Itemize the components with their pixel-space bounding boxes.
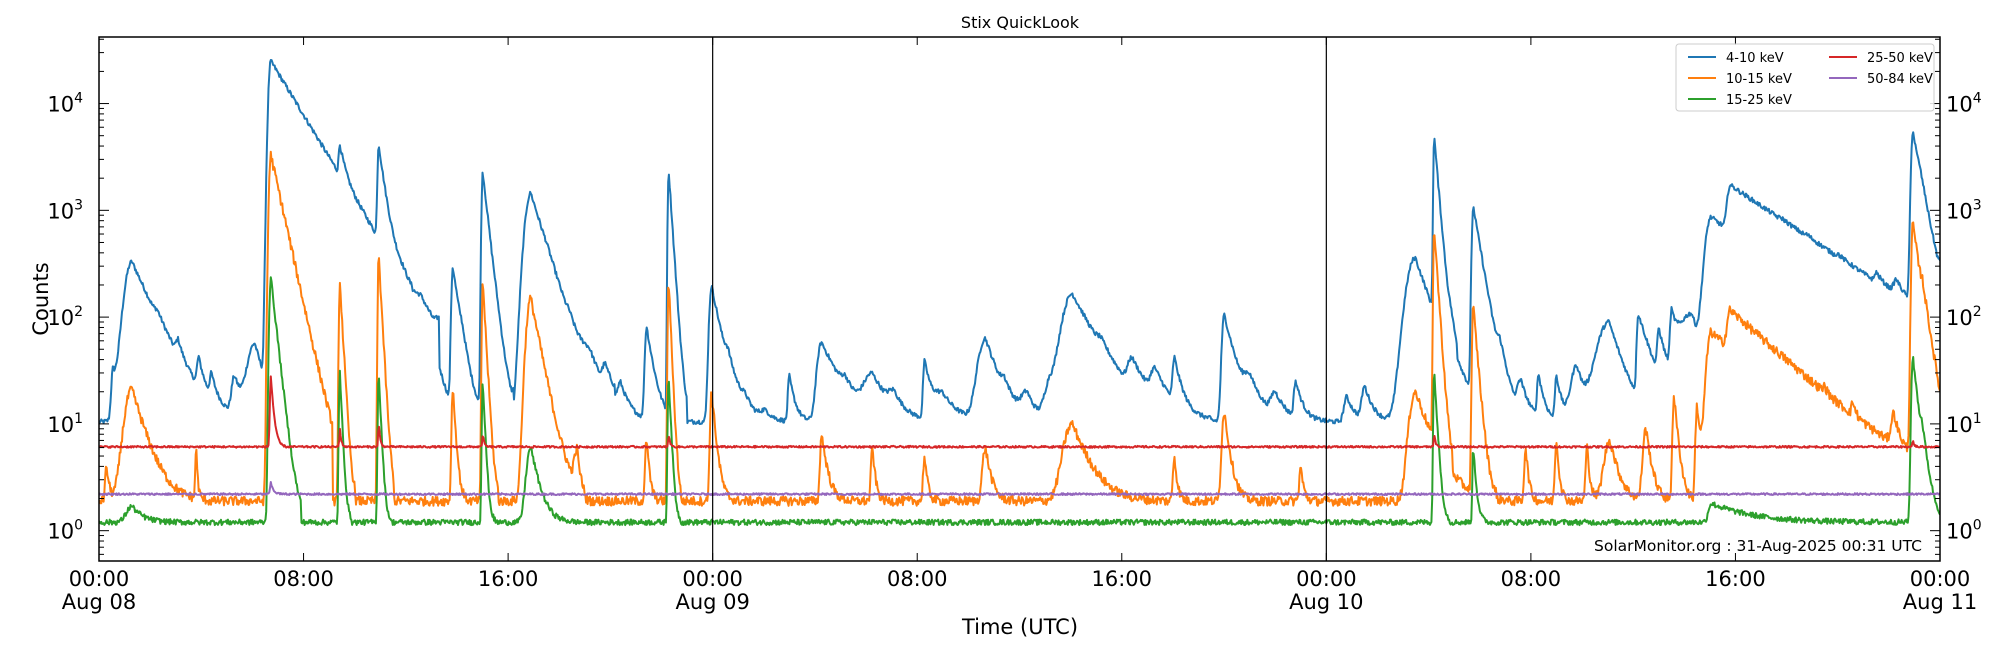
- y-tick-label-right: 102: [1946, 304, 1982, 330]
- y-tick-label-left: 102: [47, 304, 83, 330]
- x-tick-label: 00:00: [1910, 567, 1971, 591]
- x-tick-label: 16:00: [1705, 567, 1766, 591]
- x-tick-label: 08:00: [887, 567, 948, 591]
- legend-box: [1675, 43, 1935, 112]
- legend: 4-10 keV 10-15 keV 15-25 keV 25-50 keV 50-84…: [1675, 43, 1935, 112]
- x-tick-label: 00:00: [69, 567, 130, 591]
- legend-label: 25-50 keV: [1867, 51, 1933, 66]
- x-tick-label: 00:00: [1296, 567, 1357, 591]
- series-line-50-84-keV: [99, 481, 1940, 496]
- y-axis-label: Counts: [29, 262, 53, 335]
- y-tick-label-right: 103: [1946, 197, 1982, 223]
- x-tick-label: 08:00: [1501, 567, 1562, 591]
- x-tick-date-label: Aug 09: [675, 590, 749, 614]
- x-tick-label: 00:00: [682, 567, 743, 591]
- x-tick-date-label: Aug 11: [1903, 590, 1977, 614]
- legend-label: 10-15 keV: [1726, 72, 1792, 87]
- plot-series: [99, 59, 1940, 527]
- series-line-4-10-keV: [99, 59, 1940, 425]
- legend-label: 15-25 keV: [1726, 93, 1792, 108]
- legend-label: 50-84 keV: [1867, 72, 1933, 87]
- y-tick-label-right: 104: [1946, 91, 1982, 117]
- series-line-25-50-keV: [99, 375, 1940, 449]
- series-line-10-15-keV: [99, 150, 1940, 507]
- source-annotation: SolarMonitor.org : 31-Aug-2025 00:31 UTC: [1594, 537, 1922, 555]
- day-separator-lines: [712, 37, 1327, 561]
- y-tick-label-left: 103: [47, 197, 83, 223]
- plot-frame: [98, 36, 1941, 562]
- y-tick-label-left: 104: [47, 91, 83, 117]
- y-tick-label-left: 100: [47, 518, 83, 544]
- chart-title: Stix QuickLook: [961, 13, 1080, 32]
- y-tick-label-left: 101: [47, 411, 83, 437]
- y-tick-label-right: 100: [1946, 518, 1982, 544]
- x-tick-date-label: Aug 08: [62, 590, 136, 614]
- x-tick-date-label: Aug 10: [1289, 590, 1363, 614]
- y-tick-label-right: 101: [1946, 411, 1982, 437]
- x-tick-label: 08:00: [273, 567, 334, 591]
- x-axis-label: Time (UTC): [961, 615, 1078, 639]
- series-line-15-25-keV: [99, 276, 1940, 527]
- legend-label: 4-10 keV: [1726, 51, 1784, 66]
- y-axis-ticks: 100 100 101 101 102 102 103 103 104 104: [47, 38, 1982, 555]
- x-tick-label: 16:00: [478, 567, 539, 591]
- x-tick-label: 16:00: [1092, 567, 1153, 591]
